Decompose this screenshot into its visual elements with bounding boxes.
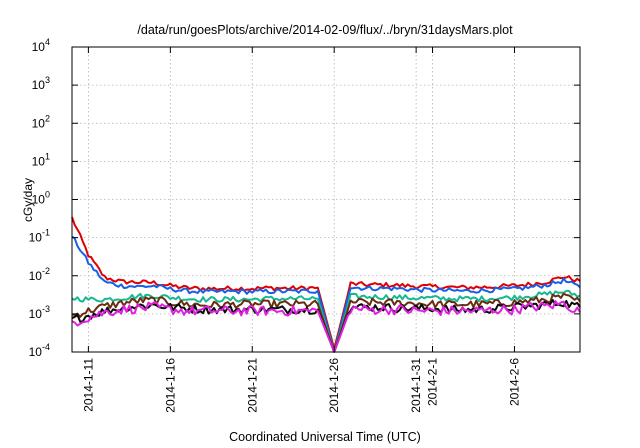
x-tick-label: 2014-1-11 xyxy=(81,358,95,412)
y-tick-label: 10-1 xyxy=(29,228,50,245)
x-tick-label: 2014-2-1 xyxy=(426,358,440,406)
y-tick-label: 104 xyxy=(32,37,50,54)
grid xyxy=(72,47,580,352)
series-line xyxy=(71,300,581,353)
x-tick-label: 2014-1-31 xyxy=(409,358,423,413)
y-tick-label: 101 xyxy=(32,151,50,168)
axes: 10-410-310-210-11001011021031042014-1-11… xyxy=(29,37,580,413)
x-tick-label: 2014-1-21 xyxy=(245,358,259,413)
chart-title: /data/run/goesPlots/archive/2014-02-09/f… xyxy=(137,23,513,37)
x-tick-label: 2014-2-6 xyxy=(507,358,521,406)
y-tick-label: 103 xyxy=(32,75,50,92)
x-tick-label: 2014-1-16 xyxy=(163,358,177,413)
y-tick-label: 10-4 xyxy=(29,342,50,359)
y-tick-label: 102 xyxy=(32,113,50,130)
series-line xyxy=(71,235,581,353)
y-axis-label: cGy/day xyxy=(21,178,35,222)
x-axis-label: Coordinated Universal Time (UTC) xyxy=(229,430,421,444)
data-series xyxy=(71,216,581,353)
y-tick-label: 10-3 xyxy=(29,304,50,321)
x-tick-label: 2014-1-26 xyxy=(327,358,341,413)
y-tick-label: 10-2 xyxy=(29,266,50,283)
